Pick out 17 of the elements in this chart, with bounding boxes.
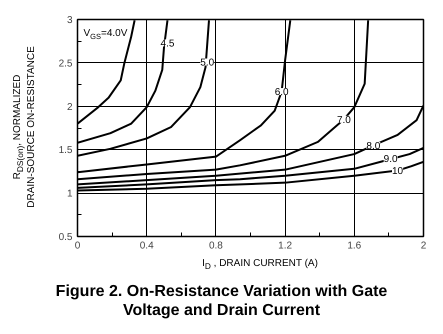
annotation: 4.5 xyxy=(160,38,175,50)
x-tick-label: 0.8 xyxy=(208,240,224,252)
x-tick-label: 2 xyxy=(420,240,427,252)
y-tick-label: 3 xyxy=(66,15,73,26)
x-axis-title: I$_{D}$ , DRAIN CURRENT (A) xyxy=(201,257,319,273)
x-tick-label: 0.4 xyxy=(140,240,154,252)
y-tick-label: 1 xyxy=(66,188,73,200)
annotation: 9.0 xyxy=(384,154,398,165)
text: Figure 2. On-Resistance Variation with Gate Voltage and Drain Current xyxy=(54,282,388,320)
y-tick-label: 2 xyxy=(66,102,73,113)
y-tick-label: 2.5 xyxy=(58,58,73,70)
annotation: 5.0 xyxy=(200,58,215,69)
x-tick-label: 1.6 xyxy=(347,240,362,252)
x-tick-label: 0 xyxy=(74,240,81,252)
x-tick-label: 1.2 xyxy=(278,240,292,252)
y-tick-label: 0.5 xyxy=(58,232,73,243)
y-tick-label: 1.5 xyxy=(58,145,73,156)
